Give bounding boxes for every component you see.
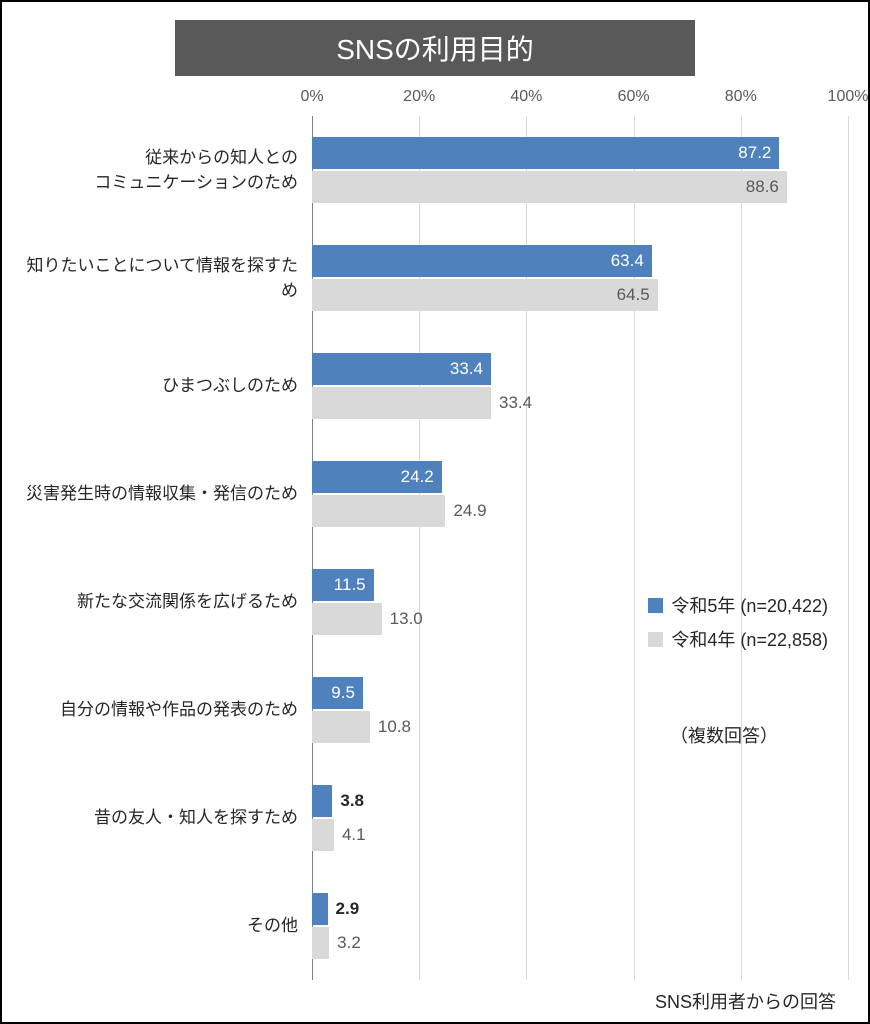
category-group: 災害発生時の情報収集・発信のため 24.2 24.9 <box>22 440 848 548</box>
bar-value: 11.5 <box>334 575 366 595</box>
category-label: 昔の友人・知人を探すため <box>22 805 312 831</box>
bar-value: 3.2 <box>337 933 361 953</box>
bar: 63.4 <box>312 245 848 277</box>
plot-area: 従来からの知人との コミュニケーションのため 87.2 88.6 知りたいことについて… <box>22 116 848 980</box>
category-group: 知りたいことについて情報を探すため 63.4 64.5 <box>22 224 848 332</box>
bar: 3.2 <box>312 927 848 959</box>
bar-pair: 87.2 88.6 <box>312 116 848 224</box>
bar-pair: 63.4 64.5 <box>312 224 848 332</box>
bar-fill <box>312 785 332 817</box>
category-label: 知りたいことについて情報を探すため <box>22 253 312 304</box>
bar: 88.6 <box>312 171 848 203</box>
bar-fill <box>312 495 445 527</box>
bar: 64.5 <box>312 279 848 311</box>
note-source: SNS利用者からの回答 <box>655 988 836 1014</box>
bar: 33.4 <box>312 387 848 419</box>
bar-fill: 87.2 <box>312 137 779 169</box>
category-label: その他 <box>22 913 312 939</box>
bar-fill: 33.4 <box>312 353 491 385</box>
category-label: 従来からの知人との コミュニケーションのため <box>22 145 312 196</box>
category-group: ひまつぶしのため 33.4 33.4 <box>22 332 848 440</box>
bar-fill: 11.5 <box>312 569 374 601</box>
bar-fill <box>312 819 334 851</box>
category-group: 昔の友人・知人を探すため 3.8 4.1 <box>22 764 848 872</box>
bar-pair: 2.9 3.2 <box>312 872 848 980</box>
category-group: 従来からの知人との コミュニケーションのため 87.2 88.6 <box>22 116 848 224</box>
x-axis: 0%20%40%60%80%100% <box>22 88 848 116</box>
bar-value: 33.4 <box>450 359 483 379</box>
x-axis-tick: 60% <box>618 88 650 106</box>
bar-value: 88.6 <box>746 177 779 197</box>
legend-swatch-series1 <box>648 598 663 613</box>
category-label: 新たな交流関係を広げるため <box>22 589 312 615</box>
bar: 2.9 <box>312 893 848 925</box>
legend-item-series2: 令和4年 (n=22,858) <box>648 626 828 652</box>
bar: 24.9 <box>312 495 848 527</box>
legend-item-series1: 令和5年 (n=20,422) <box>648 592 828 618</box>
bar-fill: 9.5 <box>312 677 363 709</box>
category-label: 災害発生時の情報収集・発信のため <box>22 481 312 507</box>
bar: 4.1 <box>312 819 848 851</box>
bar-fill <box>312 711 370 743</box>
bar-pair: 24.2 24.9 <box>312 440 848 548</box>
x-axis-tick: 80% <box>725 88 757 106</box>
legend-label-series2: 令和4年 (n=22,858) <box>671 626 828 652</box>
bar-value: 2.9 <box>336 899 360 919</box>
bar-fill <box>312 387 491 419</box>
category-group: その他 2.9 3.2 <box>22 872 848 980</box>
bar-fill <box>312 893 328 925</box>
grid-line <box>848 116 849 980</box>
bar-pair: 3.8 4.1 <box>312 764 848 872</box>
bar-value: 24.9 <box>453 501 486 521</box>
chart-container: SNSの利用目的 0% 20% 40% 60% 80% 100% 従来からの知人との コミ… <box>0 0 870 1024</box>
bar-value: 3.8 <box>340 791 364 811</box>
bar: 3.8 <box>312 785 848 817</box>
bar-value: 4.1 <box>342 825 366 845</box>
category-label: ひまつぶしのため <box>22 373 312 399</box>
bar-fill <box>312 603 382 635</box>
bar-fill <box>312 927 329 959</box>
x-axis-tick: 100% <box>828 88 869 106</box>
chart-title: SNSの利用目的 <box>175 20 695 76</box>
legend: 令和5年 (n=20,422) 令和4年 (n=22,858) <box>648 592 828 660</box>
bar: 9.5 <box>312 677 848 709</box>
bar-fill: 24.2 <box>312 461 442 493</box>
x-axis-tick: 20% <box>403 88 435 106</box>
bar-fill: 63.4 <box>312 245 652 277</box>
bar-value: 24.2 <box>401 467 434 487</box>
legend-label-series1: 令和5年 (n=20,422) <box>671 592 828 618</box>
chart-area: 0%20%40%60%80%100% 従来からの知人との コミュニケーションのた… <box>22 88 848 980</box>
x-axis-tick: 0% <box>300 88 323 106</box>
bar-value: 64.5 <box>617 285 650 305</box>
bar-value: 13.0 <box>390 609 423 629</box>
bar-value: 10.8 <box>378 717 411 737</box>
bar: 24.2 <box>312 461 848 493</box>
bar: 87.2 <box>312 137 848 169</box>
legend-swatch-series2 <box>648 632 663 647</box>
category-label: 自分の情報や作品の発表のため <box>22 697 312 723</box>
bar: 33.4 <box>312 353 848 385</box>
bar-pair: 33.4 33.4 <box>312 332 848 440</box>
x-axis-tick: 40% <box>510 88 542 106</box>
bar-value: 9.5 <box>331 683 355 703</box>
bar-value: 63.4 <box>611 251 644 271</box>
bar-fill: 88.6 <box>312 171 787 203</box>
bar-fill: 64.5 <box>312 279 658 311</box>
bar-value: 87.2 <box>738 143 771 163</box>
note-multi-answer: （複数回答） <box>670 722 778 748</box>
bar-value: 33.4 <box>499 393 532 413</box>
